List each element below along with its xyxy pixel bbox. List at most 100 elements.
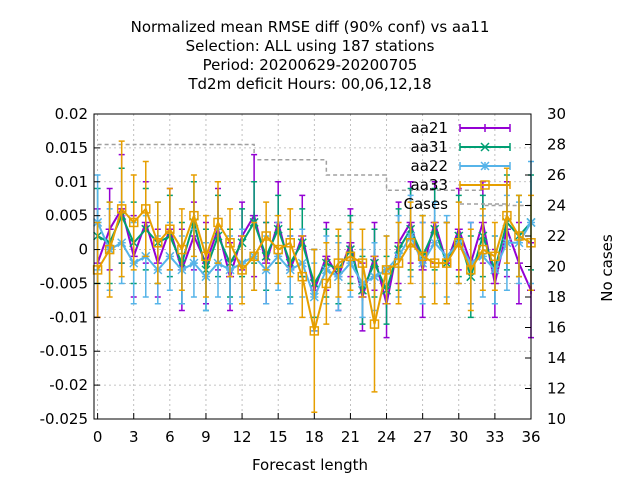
x-tick-label: 18 [305, 428, 324, 446]
point [502, 210, 512, 221]
point [201, 251, 211, 262]
legend-item-cases: Cases [403, 195, 510, 213]
error-bar [323, 242, 330, 325]
point [177, 244, 187, 255]
y-tick-label: -0.02 [49, 376, 88, 394]
legend-item-aa33: aa33 [411, 176, 511, 194]
error-bar [227, 208, 234, 278]
x-axis-label: Forecast length [252, 456, 368, 474]
error-bar [515, 194, 522, 278]
y2-tick-label: 20 [547, 258, 566, 276]
point [480, 161, 490, 171]
x-tick-label: 0 [93, 428, 103, 446]
error-bar [407, 201, 414, 285]
legend-label: Cases [403, 195, 448, 213]
error-bar [275, 214, 282, 285]
point [480, 180, 490, 190]
error-bar [142, 160, 149, 258]
y2-tick-label: 12 [547, 380, 566, 398]
y2-axis-label: No cases [598, 234, 616, 302]
point [480, 142, 490, 152]
error-bar [178, 208, 185, 291]
y-tick-label: 0 [78, 241, 88, 259]
legend-label: aa21 [411, 119, 448, 137]
series-cases [97, 143, 531, 207]
y2-tick-label: 28 [547, 136, 566, 154]
error-bar [443, 221, 450, 305]
error-bar [311, 248, 318, 413]
x-tick-label: 30 [449, 428, 468, 446]
error-bar [118, 140, 125, 278]
error-bar [299, 235, 306, 319]
error-bar [190, 174, 197, 258]
x-tick-label: 27 [413, 428, 432, 446]
y-tick-label: 0.005 [45, 207, 88, 225]
title-line-4: Td2m deficit Hours: 00,06,12,18 [187, 75, 431, 93]
point [261, 231, 271, 241]
error-bar [491, 221, 498, 291]
y-tick-label: 0.015 [45, 139, 88, 157]
legend-swatch-cap [459, 181, 511, 189]
legend-item-aa21: aa21 [411, 119, 511, 137]
title-line-2: Selection: ALL using 187 stations [186, 37, 435, 55]
error-bar [467, 228, 474, 312]
x-tick-label: 6 [165, 428, 175, 446]
point [357, 258, 368, 268]
point [237, 265, 247, 275]
point [213, 217, 223, 228]
point [116, 204, 127, 214]
error-bar [419, 214, 426, 298]
error-bar [335, 228, 342, 298]
point [225, 238, 235, 248]
point [309, 326, 320, 336]
error-bar [287, 208, 294, 278]
y2-tick-label: 10 [547, 410, 566, 428]
grid [94, 114, 531, 419]
point [141, 204, 151, 214]
series-line [97, 143, 531, 207]
title-line-3: Period: 20200629-20200705 [203, 56, 418, 74]
x-tick-label: 15 [269, 428, 288, 446]
error-bar [347, 221, 354, 291]
legend-swatch-cap [459, 162, 511, 170]
legend-item-aa31: aa31 [411, 138, 511, 156]
point [478, 244, 488, 255]
error-bar [359, 228, 366, 298]
ticks: 0 3 6 9 12 15 18 21 24 27 30 33 36-0.025-0.02-0.015-… [40, 105, 566, 446]
title-line-1: Normalized mean RMSE diff (90% conf) vs … [131, 18, 490, 36]
legend-label: aa33 [411, 176, 448, 194]
error-bar [154, 201, 161, 285]
point [345, 251, 356, 262]
title: Normalized mean RMSE diff (90% conf) vs … [131, 18, 490, 93]
error-bar [130, 174, 137, 271]
error-bar [431, 221, 438, 305]
error-bar [455, 201, 462, 285]
point [393, 258, 404, 268]
error-bar [202, 214, 209, 298]
y2-tick-label: 24 [547, 197, 566, 215]
legend-label: aa31 [411, 138, 448, 156]
cases-series-layer [97, 143, 531, 207]
x-tick-label: 21 [341, 428, 360, 446]
y2-tick-label: 22 [547, 227, 566, 245]
point [481, 124, 489, 132]
point [429, 258, 440, 268]
point [454, 238, 464, 248]
x-tick-label: 36 [521, 428, 540, 446]
point [514, 231, 524, 241]
legend-item-aa22: aa22 [411, 157, 511, 175]
series-aa33 [92, 140, 536, 413]
x-tick-label: 24 [377, 428, 396, 446]
y-tick-label: 0.01 [55, 173, 88, 191]
point [297, 271, 308, 282]
y2-tick-label: 16 [547, 319, 566, 337]
y-tick-label: 0.02 [55, 105, 88, 123]
x-tick-label: 9 [201, 428, 211, 446]
point [381, 265, 392, 275]
y-tick-label: -0.015 [40, 342, 88, 360]
error-bar [239, 235, 246, 305]
point [466, 265, 476, 275]
point [153, 238, 163, 248]
point [104, 244, 115, 255]
